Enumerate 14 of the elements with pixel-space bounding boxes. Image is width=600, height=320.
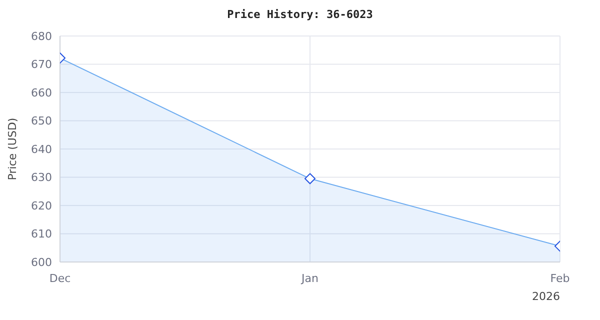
x-tick-label: Feb 2026 bbox=[532, 272, 570, 303]
y-tick-label: 610 bbox=[31, 228, 52, 241]
y-tick-label: 680 bbox=[31, 30, 52, 43]
y-tick-label: 650 bbox=[31, 114, 52, 128]
y-tick-label: 660 bbox=[31, 86, 52, 100]
y-tick-label: 640 bbox=[31, 142, 52, 156]
y-axis-title: Price (USD) bbox=[6, 118, 19, 180]
x-tick-label: Jan bbox=[300, 272, 318, 285]
y-tick-label: 600 bbox=[31, 256, 52, 269]
x-tick-label: Dec bbox=[49, 272, 71, 285]
y-tick-label: 670 bbox=[31, 58, 52, 72]
y-tick-label: 620 bbox=[31, 199, 52, 212]
chart-title: Price History: 36-6023 bbox=[226, 8, 374, 23]
y-tick-label: 630 bbox=[31, 171, 52, 184]
